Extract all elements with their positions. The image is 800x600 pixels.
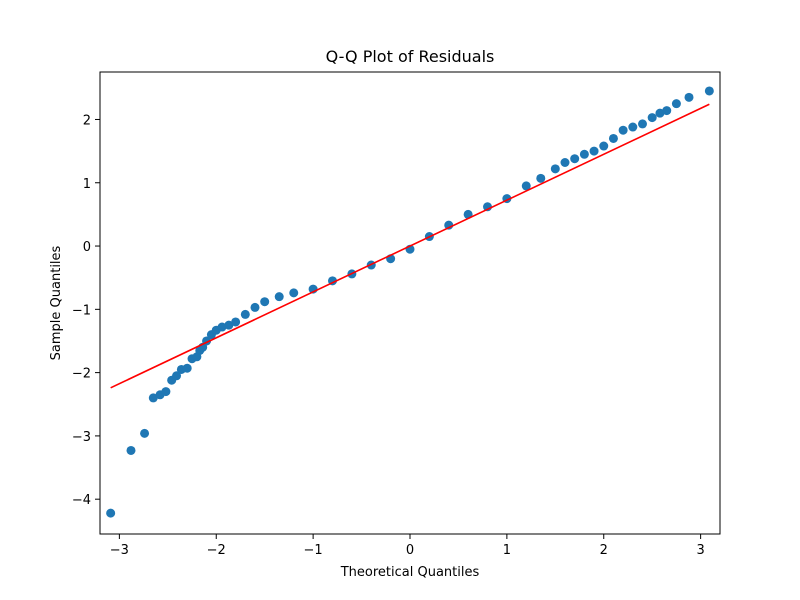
- x-axis-label: Theoretical Quantiles: [340, 565, 480, 580]
- qq-point: [599, 141, 609, 151]
- qq-point: [148, 393, 158, 403]
- qq-point: [618, 125, 628, 135]
- y-tick-label: 0: [83, 240, 91, 255]
- y-tick-label: 2: [83, 113, 91, 128]
- qq-point: [671, 99, 681, 109]
- qq-point: [289, 288, 299, 298]
- qq-point: [172, 371, 182, 381]
- axes-frame: [99, 71, 721, 535]
- y-tick-label: −2: [72, 367, 91, 382]
- chart-title: Q-Q Plot of Residuals: [326, 47, 495, 66]
- qq-point: [536, 173, 546, 183]
- y-axis-label: Sample Quantiles: [49, 245, 64, 360]
- x-tick-label: 0: [406, 543, 414, 558]
- qq-point: [126, 445, 136, 455]
- x-tick-label: 2: [600, 543, 608, 558]
- qq-point: [224, 320, 234, 330]
- qq-point: [140, 428, 150, 438]
- x-tick-label: 3: [696, 543, 704, 558]
- qq-point: [106, 508, 116, 518]
- qq-point: [608, 133, 618, 143]
- y-axis-ticks: −4 −3 −2 −1 0 1 2: [72, 113, 100, 508]
- y-tick-label: −3: [72, 430, 91, 445]
- qq-point: [274, 292, 284, 302]
- qq-point: [182, 363, 192, 373]
- qq-point: [684, 92, 694, 102]
- qq-point: [628, 122, 638, 132]
- qq-point: [231, 317, 241, 327]
- qq-point: [521, 181, 531, 191]
- y-tick-label: −1: [72, 303, 91, 318]
- qq-point: [161, 387, 171, 397]
- qq-point: [217, 322, 227, 332]
- qq-point: [560, 158, 570, 167]
- qq-point: [647, 113, 657, 123]
- qq-point: [550, 164, 560, 174]
- qq-point: [570, 154, 580, 164]
- qq-point: [638, 119, 647, 129]
- qq-point: [579, 149, 589, 159]
- x-tick-label: 1: [503, 543, 511, 558]
- qq-point: [662, 106, 672, 116]
- y-tick-label: −4: [72, 493, 91, 508]
- reference-line: [110, 103, 710, 389]
- plot-area: [106, 86, 714, 518]
- y-tick-label: 1: [83, 177, 91, 192]
- x-tick-label: −3: [110, 543, 129, 558]
- qq-point: [589, 146, 599, 156]
- qq-point: [260, 297, 270, 307]
- x-tick-label: −2: [207, 543, 226, 558]
- qq-point: [240, 309, 250, 319]
- x-tick-label: −1: [304, 543, 323, 558]
- qq-point: [704, 86, 714, 96]
- qq-point: [655, 108, 665, 118]
- x-axis-ticks: −3 −2 −1 0 1 2 3: [110, 534, 705, 558]
- qq-point: [250, 302, 260, 312]
